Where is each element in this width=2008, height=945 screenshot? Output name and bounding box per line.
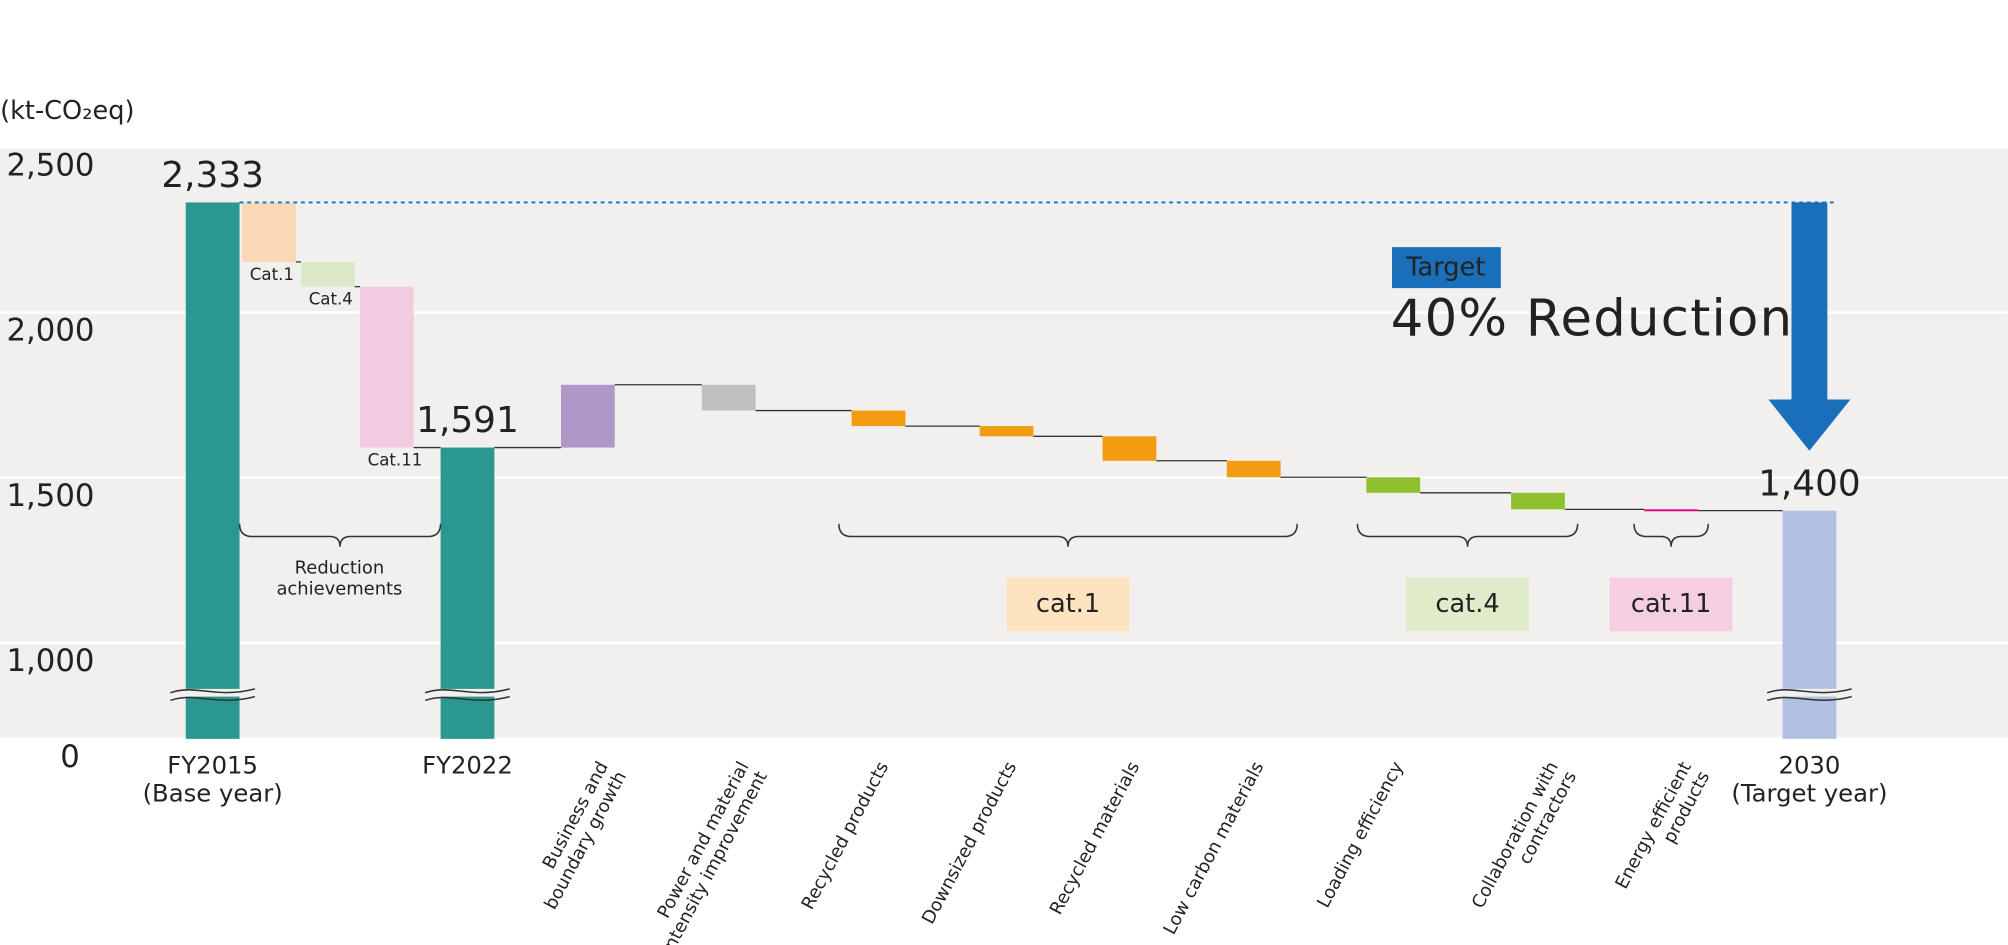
bar [560, 384, 615, 448]
unit-label: (kt-CO₂eq) [0, 96, 134, 126]
bar [701, 384, 756, 411]
y-tick-label: 2,500 [7, 147, 95, 183]
value-label: 1,591 [416, 400, 519, 441]
bar [1782, 510, 1837, 739]
x-tick-label: Downsized products [918, 758, 1021, 927]
step-label: Cat.1 [250, 265, 294, 284]
bar [1644, 509, 1699, 512]
x-tick-label: Low carbon materials [1159, 758, 1268, 938]
bar [242, 202, 296, 262]
group-box [1406, 577, 1529, 632]
reduction-label: Reduction achievements [276, 558, 402, 600]
y-tick-label: 1,500 [7, 478, 95, 514]
bracket [838, 523, 1298, 547]
target-box [1391, 247, 1501, 289]
group-label: cat.11 [1631, 589, 1712, 619]
group-label: cat.4 [1435, 589, 1499, 619]
group-box [1006, 577, 1130, 632]
x-tick-label: Business andboundary growth [522, 758, 631, 913]
y-tick-label: 2,000 [7, 313, 95, 349]
axis-break-gap [425, 688, 510, 697]
x-tick-label: Power and materialintensity improvement [640, 758, 772, 945]
axis-break [424, 688, 510, 694]
x-tick-label: Recycled materials [1046, 758, 1144, 918]
axis-break [1766, 695, 1852, 702]
x-tick-label: Loading efficiency [1313, 758, 1408, 912]
x-tick-label: Recycled products [798, 758, 894, 913]
axis-break [170, 695, 256, 702]
bar [1102, 436, 1157, 461]
group-box [1609, 577, 1733, 632]
bar [851, 410, 906, 427]
bar [301, 261, 355, 287]
step-label: Cat.4 [309, 290, 353, 309]
y-tick-label: 0 [60, 739, 80, 775]
x-tick-label: 2030 (Target year) [1731, 750, 1887, 807]
axis-break [424, 695, 510, 702]
y-tick-label: 1,000 [7, 643, 95, 679]
bar [359, 286, 414, 448]
value-label: 1,400 [1758, 463, 1861, 504]
bracket [1356, 523, 1579, 547]
x-tick-label: Collaboration withcontractors [1468, 758, 1581, 921]
group-label: cat.1 [1036, 589, 1100, 619]
axis-break-gap [1767, 688, 1852, 697]
bracket [1633, 523, 1710, 547]
target-text: 40% Reduction [1391, 288, 1794, 348]
plot-background [0, 147, 2008, 739]
value-label: 2,333 [161, 155, 264, 196]
x-tick-label: Energy efficientproducts [1611, 758, 1714, 902]
x-tick-label: FY2015 (Base year) [143, 750, 283, 807]
bar [185, 202, 240, 739]
bar [1226, 460, 1281, 478]
step-label: Cat.11 [368, 450, 423, 469]
axis-break [1766, 688, 1852, 694]
bar [979, 426, 1034, 437]
x-tick-label: FY2022 [422, 750, 513, 779]
axis-break [170, 688, 256, 694]
bar [1366, 477, 1421, 493]
target-arrow [1768, 202, 1851, 451]
bracket [238, 523, 442, 547]
bar [1511, 492, 1565, 510]
axis-break-gap [170, 688, 255, 697]
target-label: Target [1405, 252, 1485, 282]
